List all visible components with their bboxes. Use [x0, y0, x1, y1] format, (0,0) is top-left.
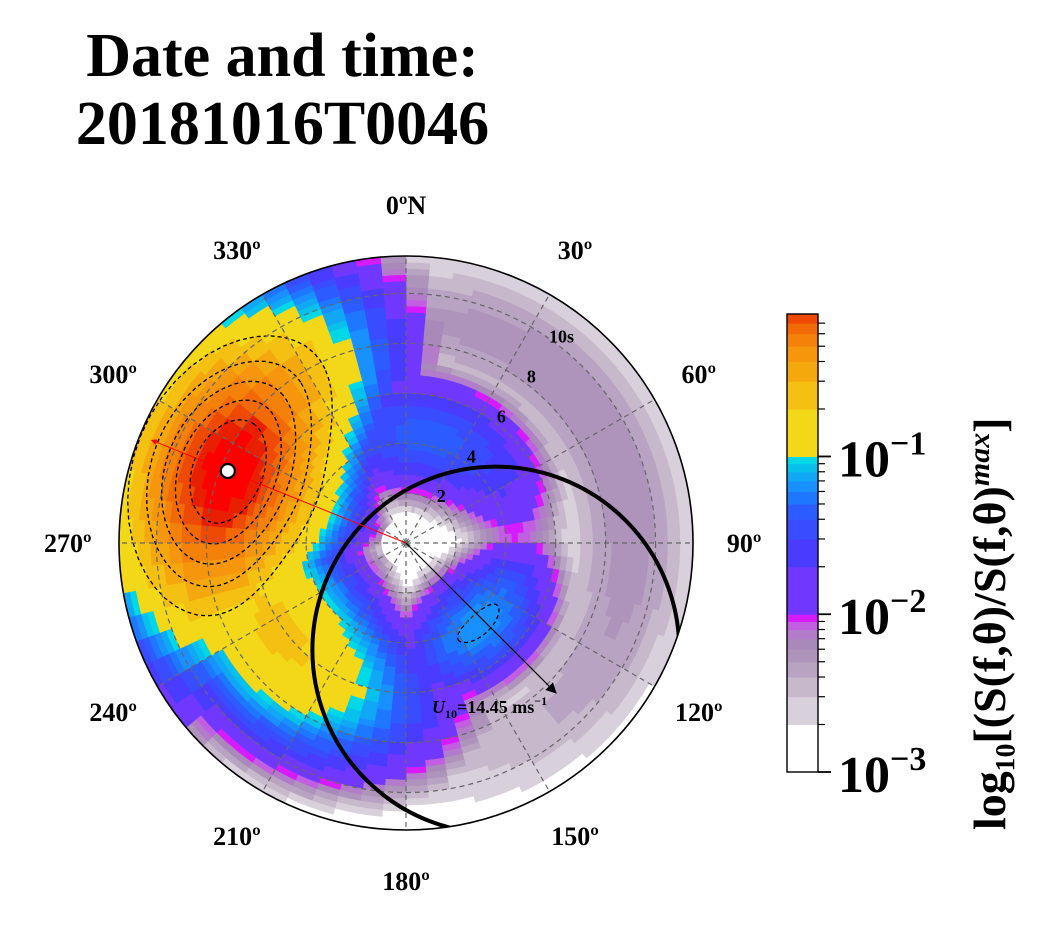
colorbar-label: log₁₀[(S(f,θ)/S(f,θ)max] [963, 417, 1015, 830]
title-line-1: Date and time: [86, 22, 479, 90]
colorbar-tick-exp: −3 [890, 741, 926, 778]
colorbar-level [787, 480, 818, 492]
colorbar-level [787, 566, 818, 615]
colorbar-level [787, 491, 818, 505]
colorbar-tick-base: 10 [838, 589, 890, 646]
chart-title: Date and time: 20181016T0046 [0, 22, 565, 158]
colorbar-ticks: 10−310−210−1 [818, 322, 926, 804]
colorbar-level [787, 538, 818, 568]
colorbar-level [787, 661, 818, 678]
colorbar-level [787, 323, 818, 335]
colorbar-level [787, 408, 818, 457]
colorbar-level [787, 361, 818, 382]
colorbar-tick-exp: −1 [890, 425, 926, 462]
colorbar-tick-label: 10−3 [838, 741, 926, 804]
colorbar-level [787, 638, 818, 650]
colorbar-level [787, 649, 818, 663]
colorbar-level [787, 503, 818, 520]
colorbar-level [787, 677, 818, 698]
colorbar-label-close: ] [964, 417, 1015, 432]
colorbar-level [787, 314, 818, 324]
spectrum-heatmap [119, 256, 693, 817]
colorbar-level [787, 333, 818, 347]
colorbar-label-sup: max [963, 433, 996, 486]
colorbar-tick-exp: −2 [890, 583, 926, 620]
title-line-2: 20181016T0046 [75, 90, 490, 158]
colorbar-level [787, 724, 818, 773]
svg-text:log₁₀[(S(f,θ)/S(f,θ)max]: log₁₀[(S(f,θ)/S(f,θ)max] [963, 417, 1015, 830]
colorbar-tick-label: 10−1 [838, 425, 926, 488]
colorbar-level [787, 629, 818, 640]
colorbar-level [787, 696, 818, 726]
colorbar-level [787, 381, 818, 410]
colorbar-level [787, 456, 818, 465]
colorbar-tick-base: 10 [838, 747, 890, 804]
colorbar-level [787, 519, 818, 540]
colorbar-tick-label: 10−2 [838, 583, 926, 646]
colorbar-level [787, 463, 818, 473]
colorbar-level [787, 621, 818, 631]
colorbar-level [787, 471, 818, 482]
colorbar-levels [787, 314, 818, 773]
colorbar-level [787, 346, 818, 362]
colorbar-label-main: log₁₀[(S(f,θ)/S(f,θ) [964, 486, 1015, 830]
colorbar-tick-base: 10 [838, 431, 890, 488]
colorbar-level [787, 614, 818, 622]
